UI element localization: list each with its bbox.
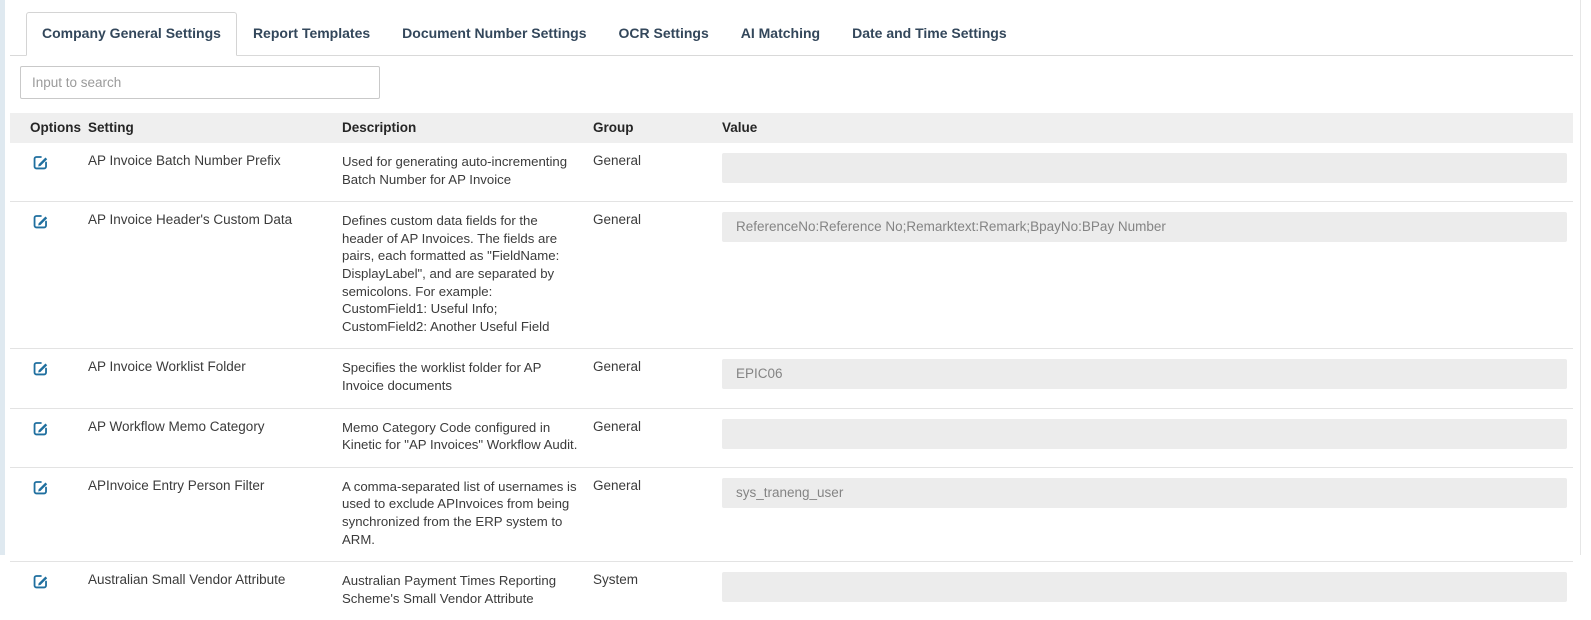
search-bar bbox=[20, 66, 1573, 99]
setting-name: Australian Small Vendor Attribute bbox=[88, 572, 286, 588]
edit-icon bbox=[32, 575, 49, 593]
edit-button[interactable] bbox=[32, 420, 49, 437]
tab-report-templates[interactable]: Report Templates bbox=[252, 25, 371, 41]
settings-tab-bar: Company General Settings Report Template… bbox=[10, 12, 1573, 56]
tab-ocr-settings[interactable]: OCR Settings bbox=[618, 25, 709, 41]
right-edge-divider bbox=[1580, 0, 1581, 555]
setting-group: General bbox=[593, 153, 642, 168]
table-row: APInvoice Entry Person Filter A comma-se… bbox=[10, 466, 1573, 562]
setting-group: System bbox=[593, 572, 639, 588]
tab-document-number-settings[interactable]: Document Number Settings bbox=[402, 25, 587, 41]
table-row: Australian Small Vendor Attribute Austra… bbox=[10, 561, 1573, 620]
edit-icon bbox=[32, 480, 49, 499]
edit-button[interactable] bbox=[32, 360, 49, 377]
setting-name: AP Workflow Memo Category bbox=[88, 418, 265, 434]
tab-company-general-settings[interactable]: Company General Settings bbox=[26, 12, 237, 56]
options-cell bbox=[10, 153, 88, 188]
setting-name: AP Invoice Header's Custom Data bbox=[88, 212, 293, 228]
left-edge-strip bbox=[0, 0, 5, 555]
edit-icon bbox=[32, 421, 49, 440]
setting-name: AP Invoice Worklist Folder bbox=[88, 359, 246, 375]
edit-button[interactable] bbox=[32, 154, 49, 171]
setting-description: Specifies the worklist folder for AP Inv… bbox=[342, 360, 542, 393]
setting-group: General bbox=[593, 212, 642, 228]
options-cell bbox=[10, 572, 88, 607]
column-header-description: Description bbox=[342, 120, 417, 135]
setting-value-box bbox=[722, 418, 1567, 449]
setting-description: Defines custom data fields for the heade… bbox=[342, 213, 560, 334]
setting-value-box bbox=[722, 572, 1567, 603]
column-header-options: Options bbox=[30, 120, 81, 135]
settings-table: Options Setting Description Group Value bbox=[10, 113, 1573, 620]
search-input[interactable] bbox=[20, 66, 380, 99]
edit-icon bbox=[32, 362, 49, 380]
table-header-row: Options Setting Description Group Value bbox=[10, 113, 1573, 143]
column-header-setting: Setting bbox=[88, 120, 134, 135]
table-body: AP Invoice Batch Number Prefix Used for … bbox=[10, 143, 1573, 620]
column-header-value: Value bbox=[722, 120, 758, 135]
edit-button[interactable] bbox=[32, 479, 49, 496]
value-cell bbox=[722, 418, 1573, 454]
table-row: AP Invoice Worklist Folder Specifies the… bbox=[10, 348, 1573, 408]
setting-description: Australian Payment Times Reporting Schem… bbox=[342, 573, 557, 606]
table-row: AP Invoice Header's Custom Data Defines … bbox=[10, 201, 1573, 349]
setting-value-box: sys_traneng_user bbox=[722, 477, 1567, 508]
setting-description: Memo Category Code configured in Kinetic… bbox=[342, 419, 578, 453]
options-cell bbox=[10, 419, 88, 454]
table-row: AP Workflow Memo Category Memo Category … bbox=[10, 407, 1573, 467]
column-header-group: Group bbox=[593, 120, 634, 135]
value-cell bbox=[722, 153, 1573, 188]
value-cell: sys_traneng_user bbox=[722, 477, 1573, 548]
setting-group: General bbox=[593, 418, 642, 434]
options-cell bbox=[10, 212, 88, 335]
edit-icon bbox=[32, 215, 49, 233]
setting-group: General bbox=[593, 477, 642, 493]
setting-value-box: EPIC06 bbox=[722, 359, 1567, 390]
edit-button[interactable] bbox=[32, 213, 49, 230]
setting-value-box: ReferenceNo:Reference No;Remarktext:Rema… bbox=[722, 212, 1567, 243]
setting-name: AP Invoice Batch Number Prefix bbox=[88, 153, 281, 168]
setting-description: A comma-separated list of usernames is u… bbox=[342, 478, 577, 547]
value-cell: EPIC06 bbox=[722, 359, 1573, 394]
value-cell: ReferenceNo:Reference No;Remarktext:Rema… bbox=[722, 212, 1573, 335]
setting-value-box bbox=[722, 153, 1567, 183]
tab-date-and-time-settings[interactable]: Date and Time Settings bbox=[852, 25, 1007, 41]
setting-name: APInvoice Entry Person Filter bbox=[88, 477, 265, 493]
edit-icon bbox=[32, 156, 49, 174]
setting-group: General bbox=[593, 359, 642, 375]
options-cell bbox=[10, 478, 88, 548]
options-cell bbox=[10, 359, 88, 394]
value-cell bbox=[722, 572, 1573, 607]
setting-description: Used for generating auto-incrementing Ba… bbox=[342, 154, 568, 187]
table-row: AP Invoice Batch Number Prefix Used for … bbox=[10, 143, 1573, 202]
tab-ai-matching[interactable]: AI Matching bbox=[740, 25, 821, 41]
edit-button[interactable] bbox=[32, 573, 49, 590]
